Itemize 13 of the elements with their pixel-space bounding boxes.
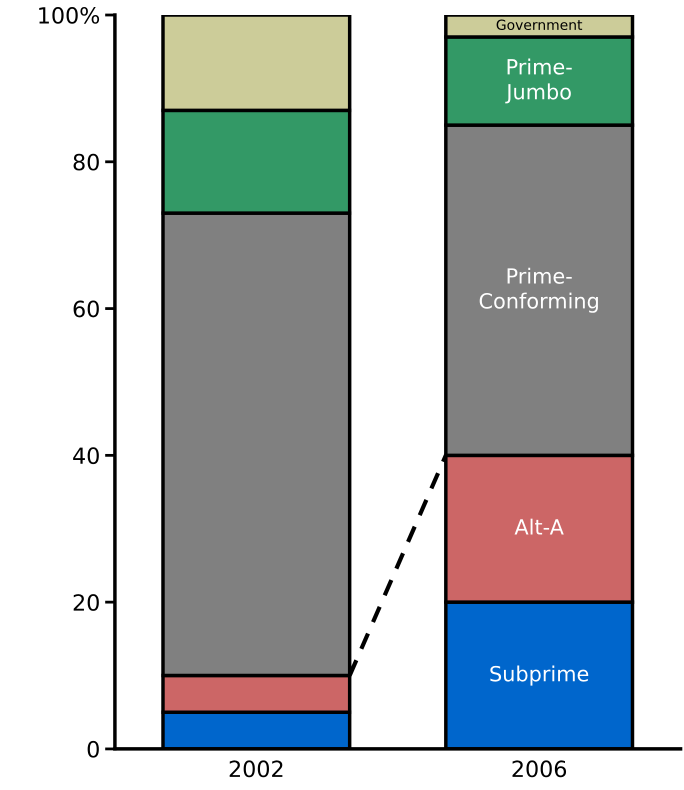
series-label: Government [496,20,582,30]
series-label: Subprime [490,665,588,686]
series-label: Alt-A [514,518,564,534]
y-tick-label: 40 [73,447,99,464]
y-tick-label: 100% [39,6,100,24]
y-tick-label: 20 [74,594,99,611]
x-tick-label: 2002 [230,760,282,778]
y-tick-label: 80 [74,154,99,171]
series-label: Prime- Conforming [480,268,598,313]
y-tick-label: 60 [74,300,99,318]
series-label: Prime- Jumbo [505,58,572,104]
x-tick-label: 2006 [512,760,566,778]
y-tick-label: 0 [88,740,99,758]
